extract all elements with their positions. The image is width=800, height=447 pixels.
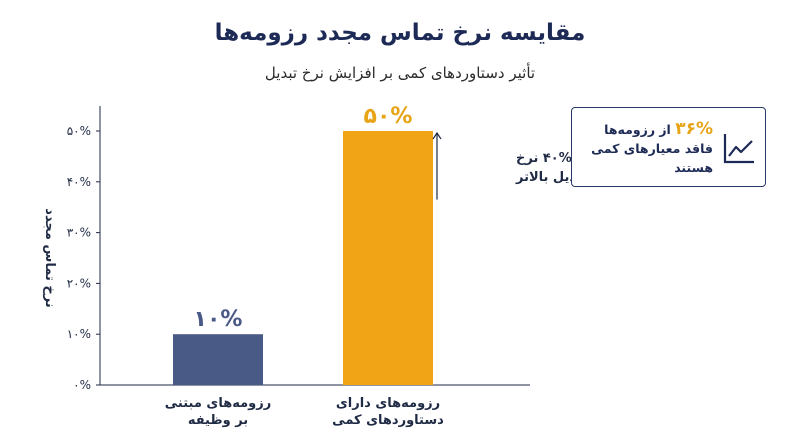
bar [343, 131, 433, 385]
x-tick-label: رزومه‌های مبتنی [165, 396, 271, 411]
x-tick-label: دستاوردهای کمی [332, 413, 444, 428]
callout-line-2: فاقد معیارهای کمی [591, 141, 713, 156]
chart-subtitle: تأثیر دستاوردهای کمی بر افزایش نرخ تبدیل [264, 64, 536, 82]
data-label: ۵۰% [364, 104, 413, 129]
data-label: ۱۰% [194, 307, 243, 332]
y-axis-label: نرخ تماس مجدد [42, 208, 57, 307]
x-tick-label: رزومه‌های دارای [336, 396, 440, 411]
annotation-text: ۴۰% نرخ [516, 151, 572, 166]
y-tick-label: ۱۰% [67, 327, 91, 341]
y-tick-label: ۵۰% [67, 124, 91, 138]
y-tick-label: ۳۰% [67, 226, 91, 240]
annotation-arrow-head [432, 131, 442, 140]
callout-line-1: از رزومه‌ها [604, 122, 676, 137]
callout-percent: ۳۶% [675, 119, 713, 139]
chart-title: مقایسه نرخ تماس مجدد رزومه‌ها [214, 20, 586, 46]
y-tick-label: ۴۰% [67, 175, 91, 189]
y-tick-label: ۰% [73, 378, 91, 392]
stat-callout: ۳۶% از رزومه‌ها فاقد معیارهای کمی هستند [571, 107, 766, 187]
callout-line-3: هستند [674, 160, 713, 175]
callout-text: ۳۶% از رزومه‌ها فاقد معیارهای کمی هستند [583, 120, 713, 177]
y-tick-label: ۲۰% [67, 276, 91, 290]
annotation-text: تبدیل بالاتر [515, 170, 587, 185]
bar [173, 334, 263, 385]
trend-chart-icon [723, 134, 754, 164]
x-tick-label: بر وظیفه [188, 413, 248, 428]
